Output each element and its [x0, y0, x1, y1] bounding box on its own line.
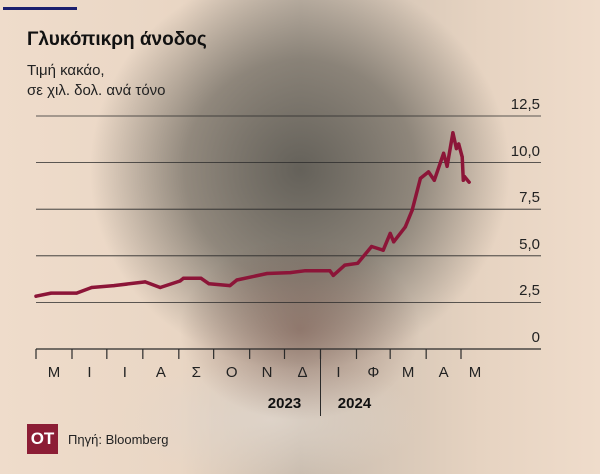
data-point [460, 155, 464, 159]
ot-logo: OT [27, 424, 58, 454]
year-label: 2024 [337, 395, 372, 412]
chart-title: Γλυκόπικρη άνοδος [27, 29, 207, 50]
data-point [178, 279, 182, 283]
data-point [388, 231, 392, 236]
data-point [288, 270, 292, 275]
month-label: Μ [401, 364, 415, 381]
data-point [462, 174, 467, 179]
month-label: Ν [261, 364, 273, 381]
subtitle-line-2: σε χιλ. δολ. ανά τόνο [27, 82, 166, 99]
y-tick-label: 12,5 [510, 96, 540, 113]
data-point [445, 164, 449, 168]
accent-bar [3, 7, 77, 10]
data-point [303, 269, 307, 273]
month-label: Ι [87, 364, 92, 381]
logo-text: OT [30, 429, 55, 448]
data-point [181, 276, 186, 280]
data-point [467, 180, 471, 184]
chart-subtitle: Τιμή κακάο, σε χιλ. δολ. ανά τόνο [27, 61, 166, 101]
month-label: Α [155, 364, 166, 381]
data-point [457, 142, 461, 146]
price-line [34, 131, 471, 298]
y-tick-label: 10,0 [510, 142, 540, 160]
year-label: 2023 [267, 395, 302, 412]
data-point [381, 248, 385, 252]
data-point [356, 261, 360, 265]
month-label: Μ [47, 364, 61, 381]
data-point [441, 151, 446, 155]
data-point [75, 291, 79, 295]
data-point [369, 244, 374, 249]
data-point [403, 225, 407, 229]
data-point [426, 170, 431, 174]
data-point [331, 273, 335, 277]
data-point [158, 285, 162, 290]
data-point [328, 269, 332, 273]
data-point [34, 294, 38, 298]
data-point [392, 240, 396, 244]
month-label: Φ [367, 364, 380, 381]
data-point [143, 280, 147, 284]
month-label: Σ [191, 364, 201, 381]
source-note: Πηγή: Bloomberg [68, 432, 169, 447]
month-label: Ι [122, 364, 127, 381]
month-label: Ο [225, 364, 238, 381]
data-point [49, 291, 53, 295]
data-point [265, 271, 269, 276]
month-label: Α [438, 364, 449, 381]
data-point [418, 176, 422, 181]
data-point [112, 284, 116, 288]
y-tick-label: 7,5 [519, 189, 540, 207]
data-point [461, 178, 465, 182]
data-point [343, 263, 347, 267]
data-point [199, 276, 203, 280]
data-point [207, 282, 211, 286]
data-point [454, 147, 458, 151]
data-point [451, 131, 455, 135]
data-point [90, 285, 94, 290]
month-label: Μ [468, 364, 482, 381]
month-label: Ι [336, 364, 341, 381]
data-point [432, 178, 436, 182]
data-point [235, 278, 239, 282]
month-label: Δ [297, 364, 308, 381]
subtitle-line-1: Τιμή κακάο, [27, 62, 105, 79]
data-point [410, 208, 414, 212]
data-point [228, 284, 232, 288]
y-tick-label: 5,0 [519, 235, 540, 253]
y-tick-label: 0 [531, 329, 540, 346]
y-tick-label: 2,5 [519, 282, 540, 300]
